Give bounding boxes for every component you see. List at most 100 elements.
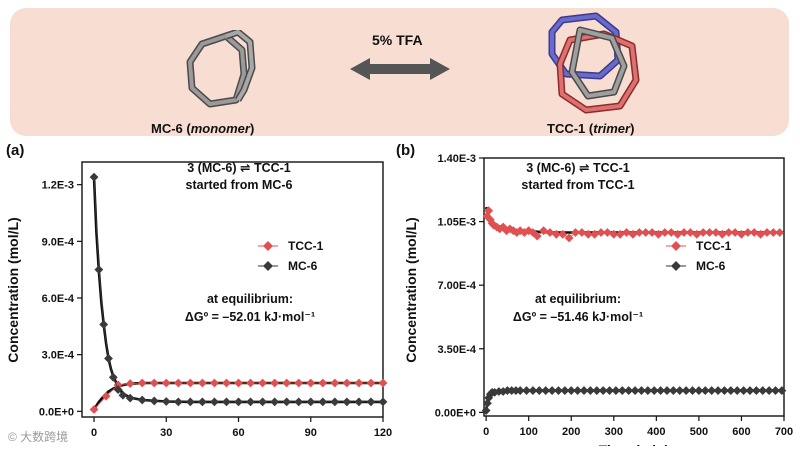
data-point-mc-6 bbox=[89, 172, 99, 182]
legend-label: MC-6 bbox=[288, 259, 318, 273]
data-point-tcc-1 bbox=[666, 228, 676, 237]
data-point-mc-6 bbox=[108, 372, 118, 382]
data-point-mc-6 bbox=[726, 386, 736, 395]
data-point-mc-6 bbox=[554, 386, 563, 395]
data-point-mc-6 bbox=[318, 397, 328, 407]
data-point-mc-6 bbox=[675, 386, 685, 395]
data-point-mc-6 bbox=[306, 397, 316, 407]
data-point-tcc-1 bbox=[590, 229, 600, 239]
legend-marker bbox=[263, 241, 273, 251]
data-point-mc-6 bbox=[713, 386, 723, 395]
data-point-tcc-1 bbox=[583, 229, 593, 239]
legend-marker bbox=[263, 261, 273, 271]
mc6-molecule-icon bbox=[186, 30, 256, 108]
data-point-tcc-1 bbox=[366, 378, 376, 388]
data-point-tcc-1 bbox=[125, 379, 135, 388]
data-point-mc-6 bbox=[222, 397, 231, 407]
data-point-tcc-1 bbox=[222, 378, 231, 388]
reaction-annotation: 3 (MC-6) ⇌ TCC-1 bbox=[526, 161, 630, 175]
x-tick-label: 100 bbox=[520, 426, 538, 438]
data-point-tcc-1 bbox=[596, 228, 606, 237]
data-point-tcc-1 bbox=[603, 228, 612, 237]
data-point-mc-6 bbox=[681, 386, 691, 395]
data-point-tcc-1 bbox=[698, 228, 708, 237]
data-point-mc-6 bbox=[566, 386, 576, 395]
x-tick-label: 500 bbox=[690, 426, 708, 438]
y-tick-label: 1.05E-3 bbox=[437, 217, 476, 229]
data-point-mc-6 bbox=[707, 386, 717, 395]
x-tick-label: 400 bbox=[647, 426, 665, 438]
legend-marker bbox=[671, 261, 681, 271]
data-point-tcc-1 bbox=[532, 231, 542, 241]
data-point-tcc-1 bbox=[641, 228, 651, 237]
data-point-tcc-1 bbox=[318, 378, 328, 388]
data-point-tcc-1 bbox=[551, 229, 561, 239]
data-point-tcc-1 bbox=[161, 378, 171, 388]
x-tick-label: 0 bbox=[483, 426, 489, 438]
data-point-mc-6 bbox=[234, 397, 243, 407]
data-point-mc-6 bbox=[739, 386, 748, 395]
data-point-tcc-1 bbox=[485, 215, 495, 225]
data-point-mc-6 bbox=[547, 386, 557, 395]
fit-curve-mc6 bbox=[92, 177, 383, 404]
y-tick-label: 3.50E-4 bbox=[437, 344, 476, 356]
data-point-mc-6 bbox=[270, 397, 280, 407]
data-point-mc-6 bbox=[573, 386, 583, 395]
y-tick-label: 7.00E-4 bbox=[437, 280, 476, 292]
data-point-mc-6 bbox=[104, 354, 113, 363]
reaction-annotation: 3 (MC-6) ⇌ TCC-1 bbox=[187, 161, 291, 175]
x-tick-label: 300 bbox=[605, 426, 623, 438]
y-tick-label: 6.0E-4 bbox=[42, 293, 75, 305]
data-point-mc-6 bbox=[515, 386, 525, 395]
delta-g-value: ΔGº = –52.01 kJ·mol⁻¹ bbox=[185, 310, 315, 324]
data-point-mc-6 bbox=[720, 386, 729, 395]
data-point-mc-6 bbox=[522, 386, 531, 395]
data-point-tcc-1 bbox=[545, 228, 555, 237]
data-point-tcc-1 bbox=[354, 378, 364, 388]
tcc1-molecule-icon bbox=[548, 12, 640, 114]
data-point-tcc-1 bbox=[482, 211, 492, 221]
data-point-tcc-1 bbox=[647, 228, 657, 237]
data-point-tcc-1 bbox=[330, 378, 340, 388]
data-point-tcc-1 bbox=[539, 226, 548, 236]
data-point-mc-6 bbox=[125, 393, 135, 403]
data-point-tcc-1 bbox=[378, 378, 388, 388]
data-point-mc-6 bbox=[656, 386, 665, 395]
data-point-tcc-1 bbox=[692, 229, 702, 239]
legend-label: MC-6 bbox=[696, 259, 726, 273]
data-point-tcc-1 bbox=[258, 378, 267, 388]
data-point-tcc-1 bbox=[89, 405, 99, 414]
data-point-tcc-1 bbox=[679, 228, 689, 237]
y-tick-label: 1.40E-3 bbox=[437, 153, 476, 165]
data-point-mc-6 bbox=[611, 386, 621, 395]
start-annotation: started from MC-6 bbox=[186, 178, 293, 192]
data-point-mc-6 bbox=[694, 386, 704, 395]
data-point-tcc-1 bbox=[737, 229, 746, 239]
panel-b-letter: (b) bbox=[396, 142, 416, 159]
data-point-mc-6 bbox=[541, 386, 551, 395]
data-point-mc-6 bbox=[662, 386, 672, 395]
data-point-mc-6 bbox=[624, 386, 634, 395]
y-tick-label: 0.00E+0 bbox=[435, 407, 476, 419]
data-point-mc-6 bbox=[173, 397, 183, 407]
data-point-mc-6 bbox=[764, 386, 774, 395]
tcc1-label: TCC-1 (trimer) bbox=[547, 121, 635, 136]
data-point-tcc-1 bbox=[768, 228, 778, 237]
data-point-mc-6 bbox=[498, 387, 508, 396]
data-point-mc-6 bbox=[771, 386, 780, 395]
data-point-tcc-1 bbox=[622, 228, 631, 237]
data-point-tcc-1 bbox=[528, 228, 538, 237]
data-point-mc-6 bbox=[99, 320, 109, 329]
x-tick-label: 120 bbox=[374, 427, 392, 439]
y-axis-label: Concentration (mol/L) bbox=[5, 217, 21, 362]
data-point-mc-6 bbox=[185, 397, 195, 407]
data-point-mc-6 bbox=[113, 385, 123, 395]
data-point-tcc-1 bbox=[673, 229, 683, 239]
data-point-tcc-1 bbox=[717, 229, 727, 239]
data-point-tcc-1 bbox=[660, 228, 670, 237]
data-point-mc-6 bbox=[354, 397, 364, 407]
data-point-tcc-1 bbox=[730, 228, 740, 237]
data-point-mc-6 bbox=[643, 386, 653, 395]
y-axis-label: Concentration (mol/L) bbox=[403, 217, 419, 362]
